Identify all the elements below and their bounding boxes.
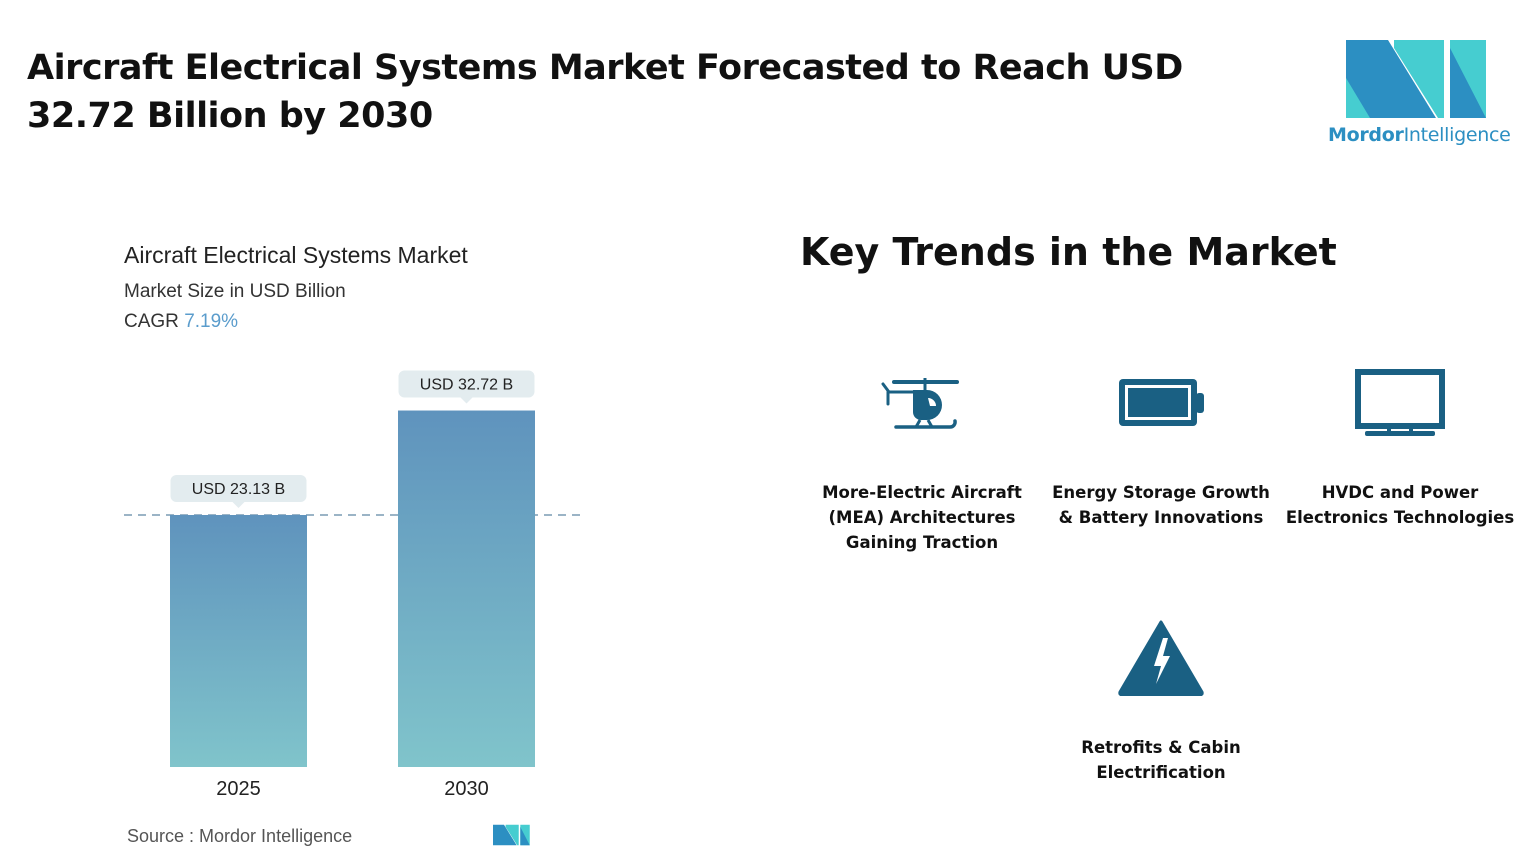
data-label-pointer: [460, 397, 473, 404]
monitor-icon: [1355, 369, 1445, 436]
data-label-pointer: [232, 502, 245, 508]
chart-subtitle: Market Size in USD Billion: [124, 281, 346, 302]
page-title: Aircraft Electrical Systems Market Forec…: [27, 48, 1183, 136]
bar-2030: [398, 410, 535, 767]
chart-cagr: CAGR 7.19%: [124, 311, 239, 332]
battery-icon: [1119, 379, 1204, 426]
data-label-bg: [170, 475, 307, 502]
data-label: USD 23.13 B: [192, 481, 285, 498]
chart-source: Source : Mordor Intelligence: [127, 826, 353, 846]
trends-title: Key Trends in the Market: [800, 230, 1337, 274]
x-tick-label: 2025: [216, 778, 261, 800]
chart-title: Aircraft Electrical Systems Market: [124, 242, 468, 268]
trend-item: Retrofits & Cabin Electrification: [1081, 738, 1241, 782]
bar-2025: [170, 515, 307, 767]
bar-chart: USD 23.13 B 2025 USD 32.72 B 2030: [124, 370, 585, 800]
data-label: USD 32.72 B: [420, 377, 513, 394]
small-logo-icon: [493, 824, 530, 846]
trend-item: Energy Storage Growth & Battery Innovati…: [1052, 483, 1270, 527]
x-tick-label: 2030: [444, 778, 489, 800]
helicopter-icon: [881, 378, 959, 429]
high-voltage-warning-icon: [1118, 620, 1204, 696]
mordor-intelligence-logo: MordorIntelligence: [1328, 40, 1511, 146]
data-label-bg: [398, 370, 535, 398]
logo-mark-icon: [1346, 40, 1486, 118]
trend-item: More-Electric Aircraft (MEA) Architectur…: [822, 483, 1022, 552]
trend-item: HVDC and Power Electronics Technologies: [1285, 483, 1515, 527]
